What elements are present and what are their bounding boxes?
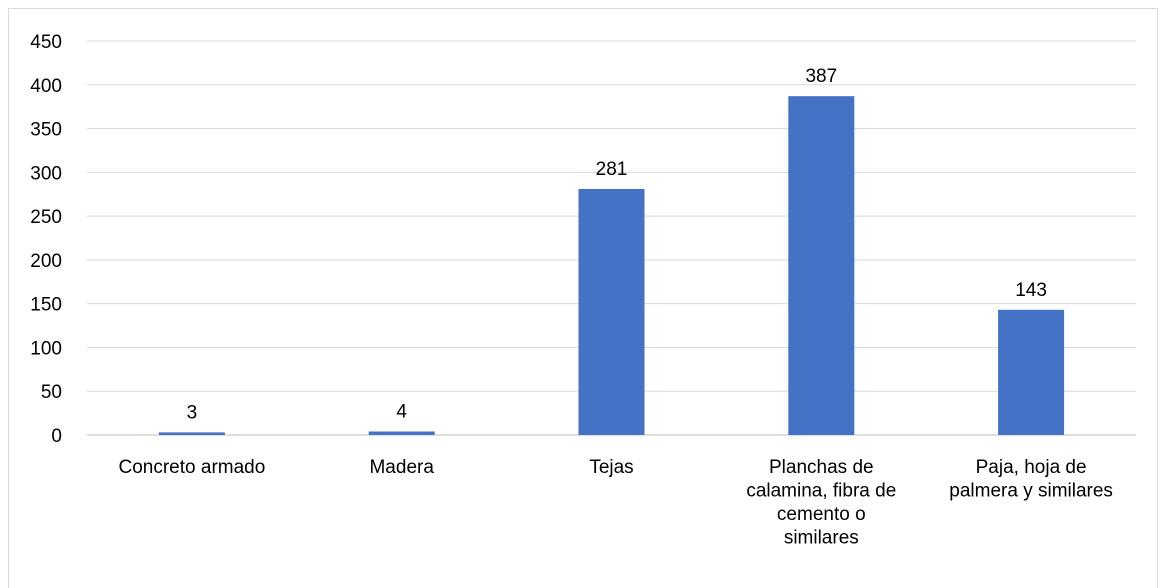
bar	[788, 96, 855, 435]
x-tick-label: cemento o	[777, 504, 866, 525]
y-tick-label: 400	[30, 76, 62, 97]
y-tick-label: 50	[41, 382, 62, 403]
data-label: 281	[596, 159, 628, 180]
bar-chart: 0 50 100 150 200 250 300 350 400 450 3 Concreto arm…	[30, 32, 1136, 549]
x-tick-label: Paja, hoja de	[976, 457, 1087, 478]
y-tick-label: 0	[51, 426, 62, 447]
y-tick-label: 200	[30, 251, 62, 272]
bar	[998, 309, 1065, 435]
y-tick-label: 250	[30, 207, 62, 228]
x-tick-label: Madera	[369, 457, 434, 478]
x-tick-label: palmera y similares	[949, 481, 1113, 502]
y-tick-label: 450	[30, 32, 62, 53]
x-tick-label: Planchas de	[769, 457, 874, 478]
chart-frame	[8, 8, 1158, 588]
data-label: 4	[396, 401, 407, 422]
y-tick-label: 150	[30, 295, 62, 316]
y-tick-label: 100	[30, 338, 62, 359]
x-tick-label: Concreto armado	[119, 457, 266, 478]
data-label: 143	[1015, 280, 1047, 301]
bar	[368, 431, 435, 435]
bar	[578, 188, 645, 435]
bar	[158, 432, 225, 435]
x-tick-label: Tejas	[589, 457, 633, 478]
x-tick-label: calamina, fibra de	[746, 481, 896, 502]
y-tick-label: 300	[30, 163, 62, 184]
y-tick-label: 350	[30, 120, 62, 141]
data-label: 387	[805, 66, 837, 87]
x-tick-label: similares	[784, 528, 859, 549]
data-label: 3	[187, 402, 198, 423]
